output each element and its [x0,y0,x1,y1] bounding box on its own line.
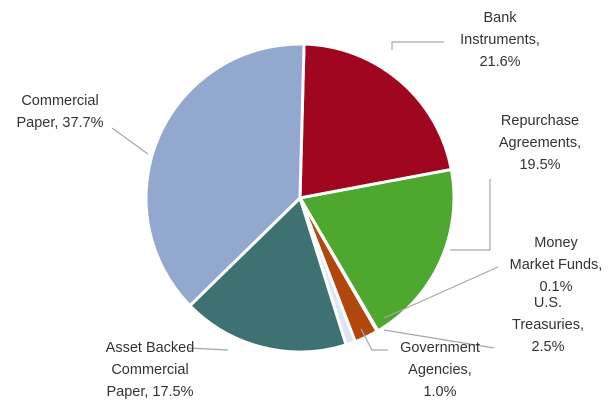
slice-label-0: Bank Instruments, 21.6% [460,10,540,70]
pie-slices [144,42,456,354]
leader-lines [111,41,499,351]
slice-labels: Bank Instruments, 21.6% Repurchase Agreement… [16,10,602,400]
slice-label-line: Treasuries, [512,317,584,333]
leader-line-5 [187,347,229,351]
slice-label-line: U.S. [534,295,562,311]
pie-slice-0 [298,42,453,200]
slice-label-line: 21.6% [479,54,520,70]
leader-line-2 [383,266,499,319]
pie-slice-5 [188,196,348,354]
slice-label-line: Money [534,235,578,251]
pie-slice-1 [298,168,456,333]
slice-label-line: Paper, 17.5% [106,384,193,400]
slice-label-line: Asset Backed [106,340,195,356]
slice-label-line: Agreements, [499,135,581,151]
slice-label-line: Market Funds, [510,257,603,273]
slice-label-4: Government Agencies, 1.0% [400,340,480,400]
slice-label-line: Commercial [111,362,188,378]
slice-label-line: Commercial [21,93,98,109]
slice-label-line: Repurchase [501,113,579,129]
slice-label-line: Instruments, [460,32,540,48]
leader-line-6 [111,127,149,155]
leader-line-3 [383,329,495,349]
slice-label-1: Repurchase Agreements, 19.5% [499,113,581,173]
slice-label-3: U.S. Treasuries, 2.5% [512,295,584,355]
leader-line-0 [391,41,444,50]
leader-line-1 [450,179,491,251]
slice-label-line: 2.5% [531,339,564,355]
slice-label-line: Bank [483,10,517,26]
slice-label-5: Asset Backed Commercial Paper, 17.5% [106,340,195,400]
slice-label-line: 19.5% [519,157,560,173]
slice-label-2: Money Market Funds, 0.1% [510,235,603,295]
slice-label-line: Agencies, [408,362,472,378]
slice-label-6: Commercial Paper, 37.7% [16,93,103,131]
slice-label-line: 1.0% [423,384,456,400]
slice-label-line: 0.1% [539,279,572,295]
slice-label-line: Government [400,340,480,356]
leader-line-4 [360,328,388,351]
slice-label-line: Paper, 37.7% [16,115,103,131]
pie-slice-6 [144,42,306,308]
